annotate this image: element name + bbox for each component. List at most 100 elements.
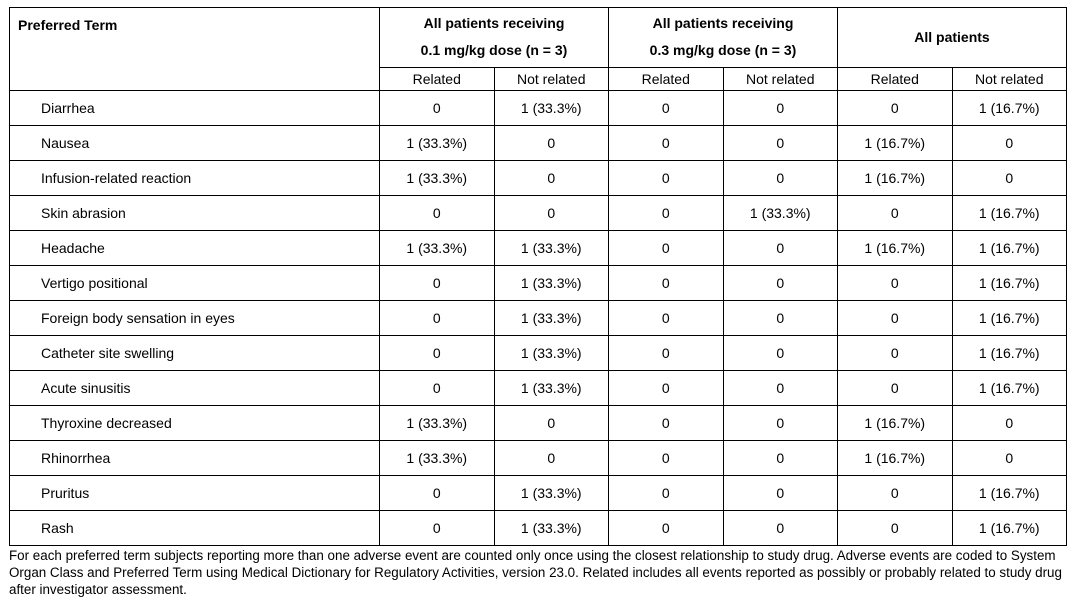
preferred-term-cell: Rash [9,509,380,546]
value-cell: 0 [379,509,495,546]
table-row: Rash 0 1 (33.3%) 0 0 0 1 (16.7%) [9,509,1067,546]
table-row: Vertigo positional 0 1 (33.3%) 0 0 0 1 (… [9,264,1067,301]
value-cell: 1 (16.7%) [951,334,1067,371]
preferred-term-cell: Infusion-related reaction [9,159,380,196]
value-cell: 0 [951,439,1067,476]
value-cell: 0 [493,124,609,161]
value-cell: 0 [951,124,1067,161]
value-cell: 0 [493,159,609,196]
table-row: Acute sinusitis 0 1 (33.3%) 0 0 0 1 (16.… [9,369,1067,406]
header-sub-not-related: Not related [722,66,838,91]
value-cell: 0 [951,404,1067,441]
header-row-groups: Preferred Term All patients receiving 0.… [9,7,1067,68]
header-group-0.3mgkg: All patients receiving 0.3 mg/kg dose (n… [608,7,838,68]
value-cell: 0 [837,89,953,126]
table-body: Diarrhea 0 1 (33.3%) 0 0 0 1 (16.7%) Nau… [9,89,1067,546]
value-cell: 1 (16.7%) [837,159,953,196]
value-cell: 1 (33.3%) [379,124,495,161]
preferred-term-cell: Foreign body sensation in eyes [9,299,380,336]
header-group-0.1mgkg: All patients receiving 0.1 mg/kg dose (n… [379,7,609,68]
value-cell: 0 [608,509,724,546]
header-sub-related: Related [379,66,495,91]
header-sub-related: Related [837,66,953,91]
header-preferred-term: Preferred Term [9,7,380,67]
value-cell: 0 [837,369,953,406]
header-group-line1: All patients receiving [652,15,794,32]
preferred-term-cell: Pruritus [9,474,380,511]
value-cell: 0 [379,194,495,231]
value-cell: 0 [379,334,495,371]
value-cell: 0 [608,474,724,511]
value-cell: 0 [379,264,495,301]
header-group-line1: All patients [914,28,990,45]
value-cell: 0 [722,159,838,196]
adverse-events-table-container: Preferred Term All patients receiving 0.… [9,7,1067,598]
preferred-term-cell: Nausea [9,124,380,161]
value-cell: 0 [722,404,838,441]
value-cell: 1 (33.3%) [379,404,495,441]
value-cell: 0 [608,89,724,126]
preferred-term-cell: Thyroxine decreased [9,404,380,441]
table-row: Headache 1 (33.3%) 1 (33.3%) 0 0 1 (16.7… [9,229,1067,266]
header-group-line1: All patients receiving [423,15,565,32]
value-cell: 0 [379,474,495,511]
header-group-all-patients: All patients [837,7,1067,68]
value-cell: 0 [608,124,724,161]
value-cell: 0 [722,264,838,301]
header-row-sub: Related Not related Related Not related … [9,66,1067,91]
value-cell: 1 (33.3%) [493,509,609,546]
preferred-term-cell: Rhinorrhea [9,439,380,476]
value-cell: 0 [493,439,609,476]
value-cell: 0 [722,334,838,371]
value-cell: 0 [722,124,838,161]
value-cell: 0 [722,474,838,511]
value-cell: 1 (16.7%) [951,369,1067,406]
value-cell: 1 (16.7%) [951,194,1067,231]
value-cell: 0 [608,264,724,301]
value-cell: 1 (33.3%) [493,89,609,126]
value-cell: 0 [837,509,953,546]
value-cell: 1 (16.7%) [951,229,1067,266]
table-row: Nausea 1 (33.3%) 0 0 0 1 (16.7%) 0 [9,124,1067,161]
value-cell: 0 [722,509,838,546]
preferred-term-cell: Vertigo positional [9,264,380,301]
value-cell: 1 (33.3%) [379,229,495,266]
value-cell: 0 [722,229,838,266]
value-cell: 0 [379,299,495,336]
value-cell: 1 (33.3%) [493,229,609,266]
adverse-events-table: Preferred Term All patients receiving 0.… [9,7,1067,546]
value-cell: 0 [837,264,953,301]
table-row: Infusion-related reaction 1 (33.3%) 0 0 … [9,159,1067,196]
value-cell: 0 [608,229,724,266]
value-cell: 0 [379,89,495,126]
value-cell: 1 (16.7%) [837,439,953,476]
preferred-term-cell: Acute sinusitis [9,369,380,406]
value-cell: 0 [722,439,838,476]
header-sub-not-related: Not related [951,66,1067,91]
value-cell: 0 [608,404,724,441]
value-cell: 1 (33.3%) [493,264,609,301]
header-group-line2: 0.3 mg/kg dose (n = 3) [649,42,797,59]
value-cell: 1 (33.3%) [379,159,495,196]
preferred-term-cell: Catheter site swelling [9,334,380,371]
value-cell: 1 (16.7%) [951,299,1067,336]
value-cell: 0 [608,299,724,336]
value-cell: 1 (16.7%) [951,474,1067,511]
header-group-line2: 0.1 mg/kg dose (n = 3) [420,42,568,59]
value-cell: 0 [837,334,953,371]
value-cell: 1 (16.7%) [951,509,1067,546]
value-cell: 0 [837,474,953,511]
value-cell: 1 (33.3%) [493,334,609,371]
value-cell: 1 (33.3%) [493,299,609,336]
value-cell: 0 [608,159,724,196]
preferred-term-cell: Skin abrasion [9,194,380,231]
value-cell: 0 [493,404,609,441]
value-cell: 1 (33.3%) [722,194,838,231]
value-cell: 1 (16.7%) [837,229,953,266]
table-row: Catheter site swelling 0 1 (33.3%) 0 0 0… [9,334,1067,371]
header-sub-blank [9,67,380,91]
value-cell: 0 [722,369,838,406]
value-cell: 0 [837,194,953,231]
value-cell: 0 [722,299,838,336]
value-cell: 1 (16.7%) [837,404,953,441]
